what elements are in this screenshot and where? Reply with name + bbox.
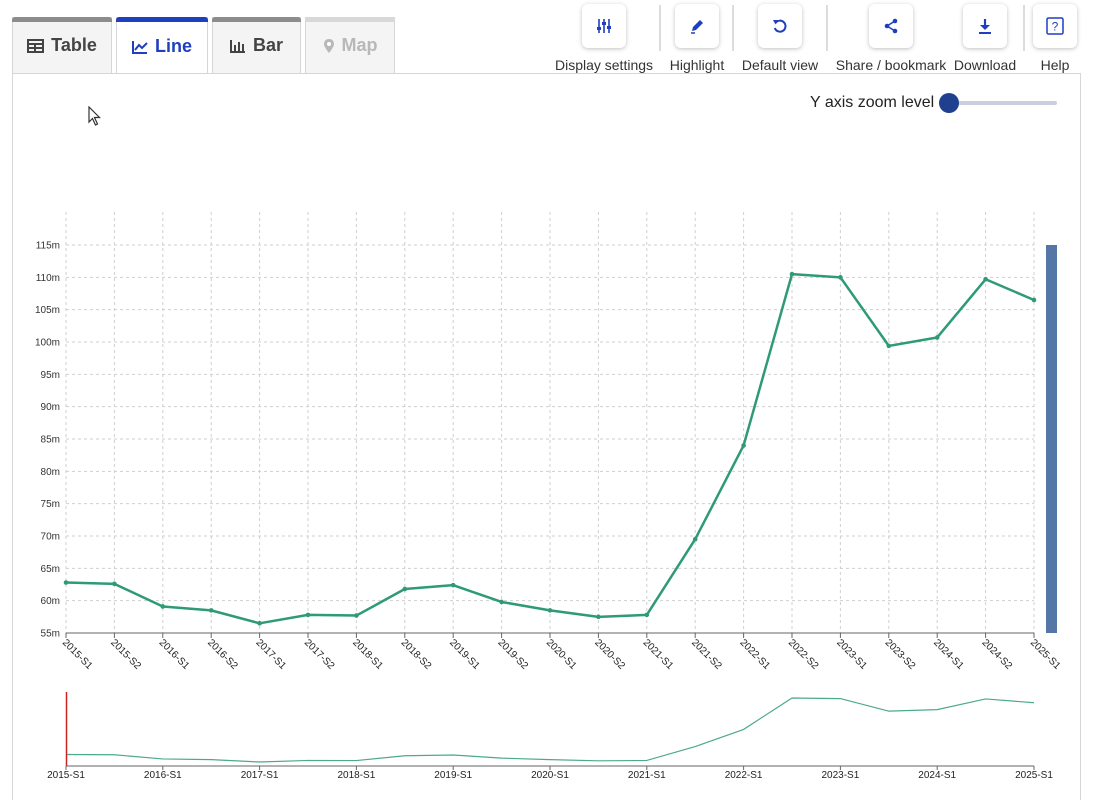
share-tool[interactable]: Share / bookmark: [832, 0, 950, 73]
mouse-cursor-icon: [88, 105, 102, 131]
y-zoom-label: Y axis zoom level: [810, 94, 935, 111]
tab-label: Bar: [252, 35, 283, 55]
default-view-tool[interactable]: Default view: [737, 0, 823, 73]
default-view-button[interactable]: [758, 4, 802, 48]
help-button[interactable]: ?: [1033, 4, 1077, 48]
reset-icon: [773, 19, 787, 33]
display-settings-label: Display settings: [554, 57, 654, 73]
table-icon: [27, 38, 45, 53]
tab-line[interactable]: Line: [116, 17, 208, 75]
pencil-icon: [691, 20, 703, 34]
sliders-icon: [597, 19, 611, 33]
toolbar-divider: [1023, 5, 1025, 51]
tab-map: Map: [305, 17, 395, 73]
help-tool[interactable]: ? Help: [1032, 0, 1078, 73]
display-settings-tool[interactable]: Display settings: [552, 0, 656, 73]
map-pin-icon: [323, 38, 334, 53]
share-button[interactable]: [869, 4, 913, 48]
download-icon: [979, 19, 991, 34]
highlight-tool[interactable]: Highlight: [664, 0, 730, 73]
toolbar-divider: [826, 5, 828, 51]
tab-table[interactable]: Table: [12, 17, 112, 73]
default-view-label: Default view: [741, 57, 819, 73]
highlight-button[interactable]: [675, 4, 719, 48]
tab-bar[interactable]: Bar: [212, 17, 301, 73]
tab-label: Table: [51, 35, 97, 55]
bar-chart-icon: [229, 39, 245, 53]
download-button[interactable]: [963, 4, 1007, 48]
toolbar-divider: [659, 5, 661, 51]
line-chart-icon: [131, 40, 148, 54]
highlight-label: Highlight: [669, 57, 725, 73]
tab-indicator: [212, 17, 301, 22]
download-tool[interactable]: Download: [952, 0, 1018, 73]
y-zoom-slider-handle[interactable]: [939, 93, 959, 113]
y-zoom-slider-track[interactable]: [950, 101, 1057, 105]
toolbar-divider: [732, 5, 734, 51]
share-icon: [884, 18, 898, 34]
tab-indicator: [305, 17, 395, 22]
svg-text:?: ?: [1052, 20, 1059, 34]
tab-indicator: [116, 17, 208, 22]
help-label: Help: [1040, 57, 1070, 73]
share-label: Share / bookmark: [835, 57, 947, 73]
tab-label: Map: [341, 35, 378, 55]
download-label: Download: [953, 57, 1017, 73]
tab-indicator: [12, 17, 112, 22]
tab-label: Line: [154, 36, 192, 56]
chart-panel: [12, 73, 1081, 800]
help-icon: ?: [1046, 17, 1064, 35]
display-settings-button[interactable]: [582, 4, 626, 48]
